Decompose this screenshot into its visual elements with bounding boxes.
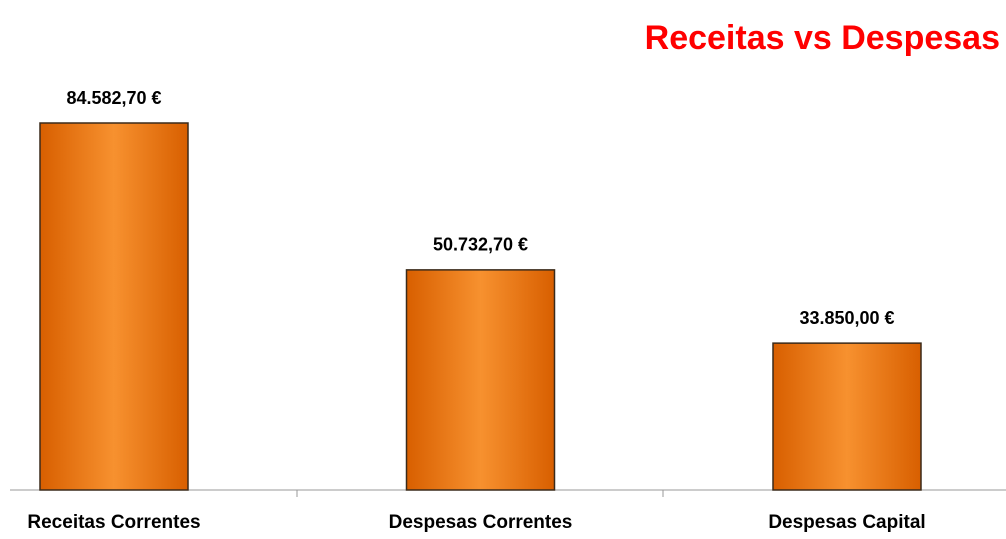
chart-title: Receitas vs Despesas [645,19,1000,57]
x-tick-label: Receitas Correntes [27,512,200,533]
bar [405,269,556,491]
value-label: 84.582,70 € [66,88,161,108]
bar [772,342,922,491]
value-label: 50.732,70 € [433,235,528,255]
bar [39,122,189,491]
x-tick-label: Despesas Correntes [389,512,573,533]
x-tick-label: Despesas Capital [768,512,925,533]
value-label: 33.850,00 € [799,308,894,328]
